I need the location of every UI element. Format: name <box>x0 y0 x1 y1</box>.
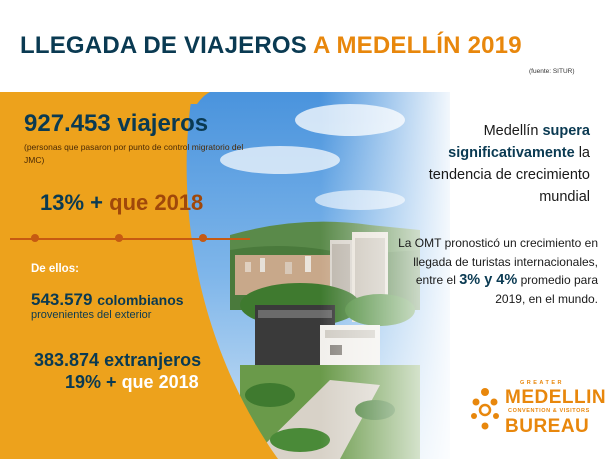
section-divider <box>10 238 250 240</box>
statement-2-bold: 3% y 4% <box>459 272 518 288</box>
logo-bottom: BUREAU <box>505 416 590 437</box>
statement-omt: La OMT pronosticó un crecimiento en lleg… <box>392 234 598 308</box>
logo-name: MEDELLIN <box>505 387 607 408</box>
divider-dot <box>199 234 207 242</box>
divider-dot <box>31 234 39 242</box>
statement-1-bold: supera significativamente <box>448 123 590 161</box>
colombians-label: colombianos <box>97 292 184 308</box>
logo-top: GREATER <box>520 380 564 386</box>
statement-growth: Medellín supera significativamente la te… <box>398 120 590 208</box>
statement-2-suffix: promedio para 2019, en el mundo. <box>495 273 598 306</box>
colombians-count: 543.579 colombianos <box>31 290 184 310</box>
logo-tagline: CONVENTION & VISITORS <box>508 408 590 414</box>
colombians-number: 543.579 <box>31 290 93 309</box>
travelers-note: (personas que pasaron por punto de contr… <box>24 142 244 165</box>
statement-1-prefix: Medellín <box>483 123 539 139</box>
travelers-growth: 13% + que 2018 <box>40 190 203 216</box>
medellin-bureau-logo: GREATER MEDELLIN CONVENTION & VISITORS B… <box>468 378 608 452</box>
travelers-count: 927.453 viajeros <box>24 110 209 137</box>
statement-2-prefix: La OMT pronosticó un crecimiento en lleg… <box>398 236 598 287</box>
title-highlight: A MEDELLÍN 2019 <box>312 32 522 59</box>
source-note: (fuente: SITUR) <box>529 68 575 75</box>
colombians-sub: provenientes del exterior <box>31 309 152 321</box>
title-main: LLEGADA DE VIAJEROS <box>20 32 307 59</box>
travelers-growth-value: 13% + <box>40 190 103 215</box>
foreigners-growth-value: 19% + <box>65 372 117 392</box>
medellin-bureau-logo-icon <box>471 388 499 430</box>
divider-dot <box>115 234 123 242</box>
breakdown-intro: De ellos: <box>31 263 79 275</box>
foreigners-growth-suffix: que 2018 <box>121 372 199 392</box>
foreigners-growth: 19% + que 2018 <box>65 372 199 393</box>
page-title: LLEGADA DE VIAJEROS A MEDELLÍN 2019 <box>20 32 522 60</box>
travelers-growth-suffix: que 2018 <box>109 190 204 215</box>
foreigners-count: 383.874 extranjeros <box>34 350 202 370</box>
statement-1-suffix: la tendencia de crecimiento mundial <box>428 145 590 205</box>
